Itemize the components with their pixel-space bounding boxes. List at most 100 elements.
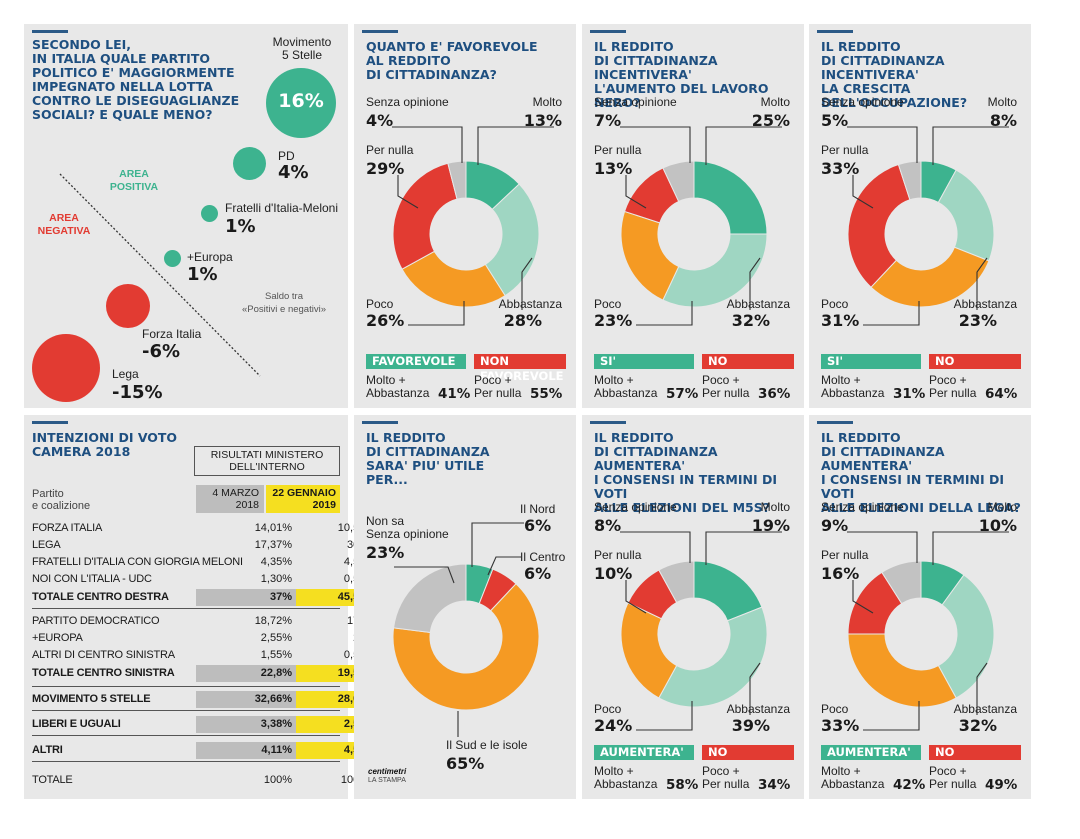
donut-slice-poco bbox=[620, 602, 678, 699]
leader-line bbox=[852, 580, 874, 614]
panel-donut-3: IL REDDITO DI CITTADINANZA INCENTIVERA' … bbox=[809, 24, 1031, 408]
title-accent bbox=[817, 421, 853, 424]
leader-line bbox=[863, 301, 920, 326]
donut-slice-per_nulla bbox=[623, 167, 680, 224]
label-senza-opinione: Senza opinione bbox=[594, 95, 677, 109]
value-poco: 33% bbox=[821, 716, 860, 735]
leader-line bbox=[932, 531, 1009, 565]
row-party: NOI CON L'ITALIA - UDC bbox=[32, 573, 152, 585]
value-nord: 6% bbox=[524, 516, 552, 535]
col-party-header: Partito e coalizione bbox=[32, 488, 91, 512]
donut-slice-per_nulla bbox=[847, 163, 911, 288]
row-value-2018: 17,37% bbox=[254, 539, 292, 551]
panel-region-donut: IL REDDITO DI CITTADINANZA SARA' PIU' UT… bbox=[354, 415, 576, 799]
tag-negative: NO bbox=[702, 354, 794, 369]
label-molto: Molto bbox=[760, 95, 790, 109]
summary-left-label: Molto + Abbastanza bbox=[594, 373, 658, 400]
label-molto: Molto bbox=[987, 500, 1017, 514]
label-abbastanza: Abbastanza bbox=[726, 297, 790, 311]
donut-slice-abbastanza bbox=[937, 574, 995, 699]
label-sud: Il Sud e le isole bbox=[446, 738, 528, 752]
summary-left-value: 58% bbox=[666, 777, 699, 793]
label-per-nulla: Per nulla bbox=[821, 548, 869, 562]
donut-slice-senza bbox=[662, 160, 695, 203]
label-senza: Non sa Senza opinione bbox=[366, 514, 449, 541]
results-header-box: RISULTATI MINISTERO DELL'INTERNO bbox=[194, 446, 340, 476]
value-poco: 31% bbox=[821, 311, 860, 330]
table-divider bbox=[32, 761, 340, 762]
donut-slice-senza bbox=[881, 560, 922, 605]
donut-slice-per_nulla bbox=[392, 162, 458, 270]
row-value-2018: 32,66% bbox=[196, 691, 296, 708]
party-name-forza-italia: Forza Italia bbox=[142, 327, 202, 341]
value-senza: 23% bbox=[366, 543, 405, 562]
value-abbastanza: 32% bbox=[958, 716, 997, 735]
party-value-m5s: 16% bbox=[278, 90, 324, 112]
leader-line bbox=[705, 531, 782, 565]
label-abbastanza: Abbastanza bbox=[726, 702, 790, 716]
logo: centimetri bbox=[368, 767, 407, 776]
value-per-nulla: 10% bbox=[594, 564, 633, 583]
row-party: PARTITO DEMOCRATICO bbox=[32, 615, 160, 627]
value-senza-opinione: 4% bbox=[366, 111, 394, 130]
row-party: TOTALE bbox=[32, 774, 73, 786]
summary-right-value: 64% bbox=[985, 386, 1018, 402]
leader-line bbox=[394, 566, 455, 584]
summary-right-label: Poco + Per nulla bbox=[474, 373, 522, 400]
title-accent bbox=[362, 30, 398, 33]
value-molto: 8% bbox=[989, 111, 1017, 130]
summary-right-label: Poco + Per nulla bbox=[929, 764, 977, 791]
row-value-2018: 37% bbox=[196, 589, 296, 606]
row-value-2018: 100% bbox=[263, 774, 292, 786]
leader-line bbox=[397, 175, 419, 209]
donut-slice-abbastanza bbox=[937, 169, 995, 262]
label-molto: Molto bbox=[760, 500, 790, 514]
party-name-m5s: Movimento 5 Stelle bbox=[272, 35, 332, 62]
label-abbastanza: Abbastanza bbox=[953, 297, 1017, 311]
value-abbastanza: 23% bbox=[958, 311, 997, 330]
row-party: FRATELLI D'ITALIA CON GIORGIA MELONI bbox=[32, 556, 243, 568]
tag-positive: AUMENTERA' bbox=[594, 745, 694, 760]
label-molto: Molto bbox=[532, 95, 562, 109]
donut-slice-abbastanza bbox=[484, 183, 540, 297]
donut-slice-abbastanza bbox=[658, 606, 768, 708]
summary-left-value: 31% bbox=[893, 386, 926, 402]
table-row: FRATELLI D'ITALIA CON GIORGIA MELONI 4,35… bbox=[32, 554, 369, 571]
row-party: FORZA ITALIA bbox=[32, 522, 103, 534]
donut-slice-per_nulla bbox=[627, 569, 678, 620]
value-senza-opinione: 7% bbox=[594, 111, 622, 130]
leader-line bbox=[471, 522, 524, 567]
label-per-nulla: Per nulla bbox=[366, 143, 414, 157]
summary-left-label: Molto + Abbastanza bbox=[366, 373, 430, 400]
bubble-lega bbox=[32, 334, 100, 402]
summary-right-value: 36% bbox=[758, 386, 791, 402]
leader-line bbox=[863, 701, 920, 731]
leader-line bbox=[408, 301, 465, 326]
panel-donut-5: IL REDDITO DI CITTADINANZA AUMENTERA' I … bbox=[809, 415, 1031, 799]
donut-slice-senza bbox=[897, 160, 922, 201]
value-abbastanza: 39% bbox=[731, 716, 770, 735]
row-party: ALTRI DI CENTRO SINISTRA bbox=[32, 649, 175, 661]
summary-left-label: Molto + Abbastanza bbox=[821, 373, 885, 400]
donut-slice-senza bbox=[447, 160, 467, 200]
party-value-forza-italia: -6% bbox=[142, 341, 181, 362]
row-value-2018: 4,35% bbox=[260, 556, 292, 568]
value-centro: 6% bbox=[524, 564, 552, 583]
value-sud: 65% bbox=[446, 754, 485, 773]
party-name-lega: Lega bbox=[112, 367, 139, 381]
label-per-nulla: Per nulla bbox=[594, 548, 642, 562]
value-poco: 23% bbox=[594, 311, 633, 330]
panel-title: IL REDDITO DI CITTADINANZA SARA' PIU' UT… bbox=[366, 430, 490, 487]
row-value-2018: 3,38% bbox=[196, 716, 296, 733]
summary-left-value: 41% bbox=[438, 386, 471, 402]
row-value-2018: 18,72% bbox=[254, 615, 292, 627]
value-molto: 10% bbox=[978, 516, 1017, 535]
